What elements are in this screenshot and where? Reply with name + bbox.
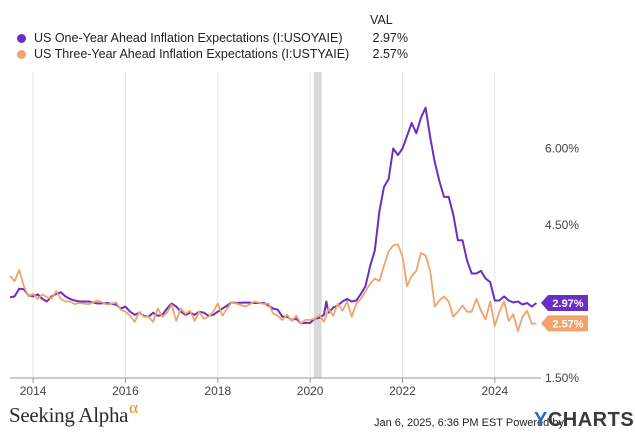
x-tick-label: 2022 [389,384,416,398]
series-line-0 [9,106,538,325]
grid [32,72,496,378]
timestamp: Jan 6, 2025, 6:36 PM EST Powered by [374,417,564,429]
x-tick-label: 2024 [481,384,508,398]
ycharts-logo: YCHARTS [534,409,634,432]
legend-value-header: VAL [370,13,393,27]
brand-logo: Seeking Alphaα [9,398,138,428]
series-lines [9,106,538,332]
legend: VAL US One-Year Ahead Inflation Expectat… [0,0,635,70]
y-tick-label: 4.50% [545,218,579,232]
recession-band [313,72,322,378]
logo-text: CHARTS [547,409,635,431]
y-tick-label: 6.00% [545,142,579,156]
brand-name: Seeking Alpha [9,403,129,427]
axes: 2014201620182020202220241.50%3.00%4.50%6… [10,142,579,398]
end-badge-label: 2.57% [552,318,583,330]
legend-item-name: US Three-Year Ahead Inflation Expectatio… [34,47,350,61]
legend-item-value: 2.57% [372,47,408,61]
brand-mark: α [129,398,138,417]
end-badge-shape [541,315,588,332]
legend-item-value: 2.97% [372,31,408,45]
recession-band-rect [313,72,322,378]
x-tick-label: 2014 [20,384,47,398]
end-badge-0: 2.97% [541,295,588,312]
end-badge-shape [541,295,588,312]
legend-item-name: US One-Year Ahead Inflation Expectations… [34,31,343,45]
series-line-1 [9,243,537,332]
series-dot-icon [17,50,26,59]
end-badges: 2.97% 2.57% [541,295,588,332]
logo-prefix: Y [534,409,548,431]
end-badge-label: 2.97% [552,298,583,310]
series-dot-icon [17,34,26,43]
x-tick-label: 2018 [204,384,231,398]
x-tick-label: 2016 [112,384,139,398]
x-tick-label: 2020 [297,384,324,398]
end-badge-1: 2.57% [541,315,588,332]
y-tick-label: 1.50% [545,371,579,385]
